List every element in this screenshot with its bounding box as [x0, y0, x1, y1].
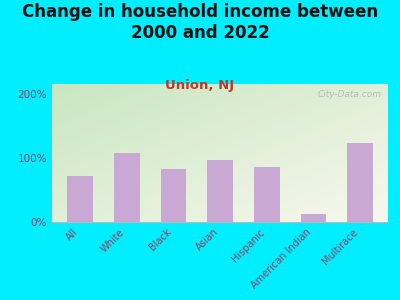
Bar — [254, 167, 280, 222]
Bar — [300, 214, 326, 222]
Text: Union, NJ: Union, NJ — [166, 80, 234, 92]
Text: Change in household income between
2000 and 2022: Change in household income between 2000 … — [22, 3, 378, 42]
Bar — [207, 160, 233, 222]
Bar — [160, 169, 186, 222]
Bar — [114, 153, 140, 222]
Bar — [347, 143, 373, 222]
Bar — [67, 176, 93, 222]
Text: City-Data.com: City-Data.com — [317, 89, 381, 98]
